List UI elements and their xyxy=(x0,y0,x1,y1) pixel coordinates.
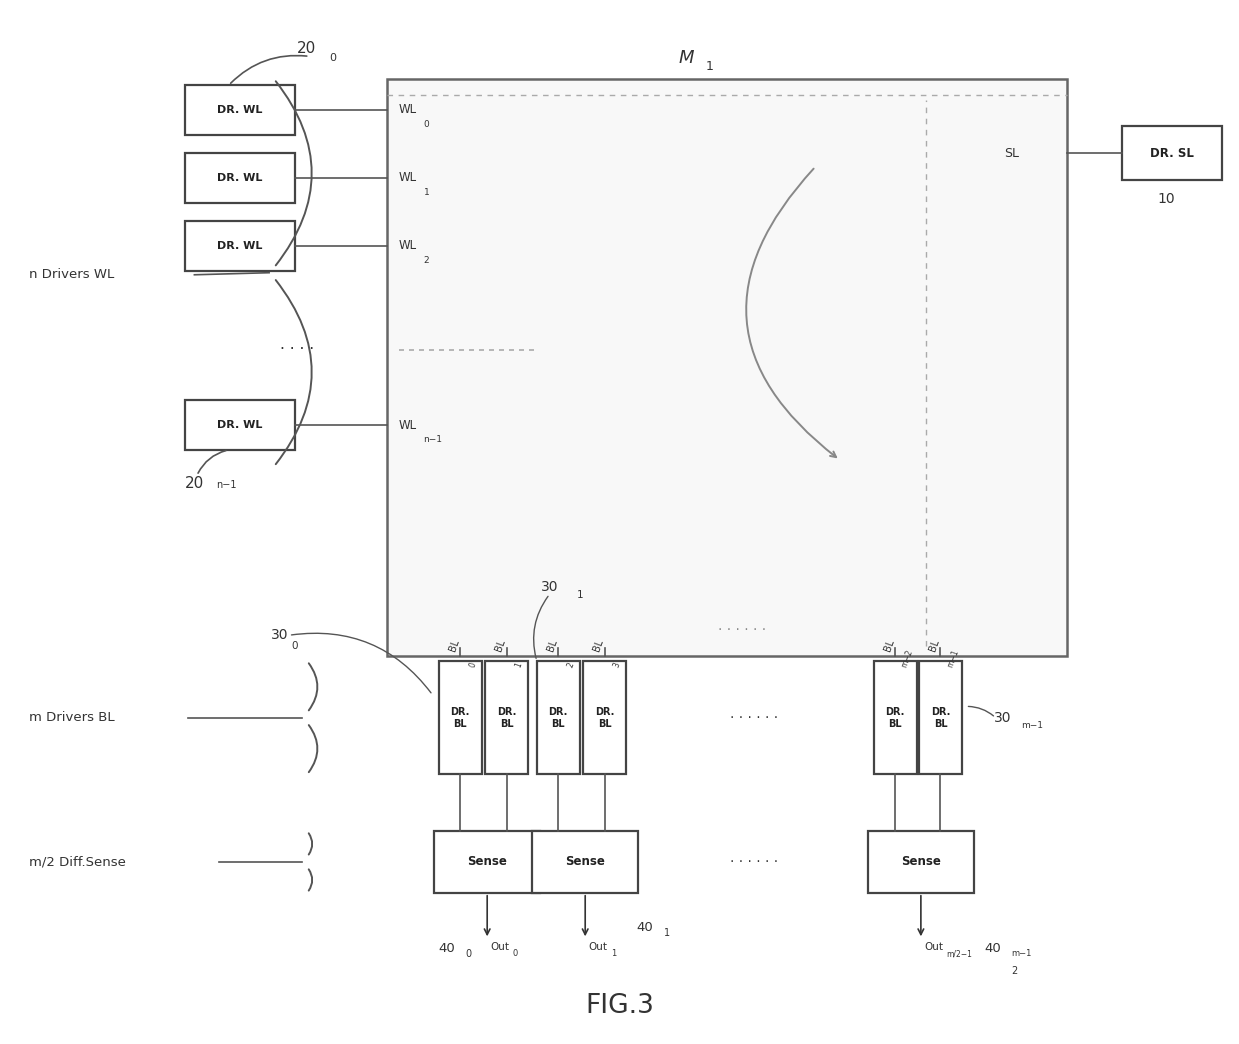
Text: DR.
BL: DR. BL xyxy=(451,707,470,729)
Text: WL: WL xyxy=(399,171,418,185)
Text: Out: Out xyxy=(924,943,944,952)
Text: 0: 0 xyxy=(330,52,336,63)
Text: · · · · · ·: · · · · · · xyxy=(730,855,778,869)
Text: 40: 40 xyxy=(637,921,653,933)
Text: 20: 20 xyxy=(185,476,204,491)
Text: DR. SL: DR. SL xyxy=(1150,147,1194,160)
Text: FIG.3: FIG.3 xyxy=(585,993,654,1019)
Text: 1: 1 xyxy=(664,928,670,938)
Text: 2: 2 xyxy=(565,661,576,668)
Text: 1: 1 xyxy=(424,188,429,197)
Text: m−2: m−2 xyxy=(900,648,914,668)
Text: BL: BL xyxy=(494,638,508,652)
Text: DR. WL: DR. WL xyxy=(217,173,263,183)
Text: n Drivers WL: n Drivers WL xyxy=(28,268,114,281)
Text: M: M xyxy=(678,49,694,68)
Text: · · · · · ·: · · · · · · xyxy=(730,711,778,725)
FancyBboxPatch shape xyxy=(1121,126,1222,180)
FancyBboxPatch shape xyxy=(185,221,295,270)
Text: BL: BL xyxy=(545,638,559,652)
FancyBboxPatch shape xyxy=(486,661,528,775)
FancyBboxPatch shape xyxy=(532,831,638,893)
Text: 30: 30 xyxy=(995,711,1012,725)
FancyBboxPatch shape xyxy=(185,153,295,203)
Text: 40: 40 xyxy=(439,943,455,955)
Text: Out: Out xyxy=(491,943,510,952)
FancyBboxPatch shape xyxy=(387,79,1067,656)
Text: Sense: Sense xyxy=(565,855,605,869)
Text: 1: 1 xyxy=(514,661,524,668)
Text: n−1: n−1 xyxy=(217,480,237,490)
Text: WL: WL xyxy=(399,419,418,431)
Text: 2: 2 xyxy=(1011,966,1017,976)
Text: 30: 30 xyxy=(271,628,289,642)
Text: 30: 30 xyxy=(541,580,559,594)
Text: DR.
BL: DR. BL xyxy=(930,707,950,729)
Text: BL: BL xyxy=(592,638,606,652)
Text: m−1: m−1 xyxy=(1021,721,1043,731)
Text: BL: BL xyxy=(882,638,896,652)
FancyBboxPatch shape xyxy=(584,661,626,775)
FancyBboxPatch shape xyxy=(536,661,580,775)
Text: 10: 10 xyxy=(1157,192,1175,207)
Text: 0: 0 xyxy=(465,949,471,959)
Text: 3: 3 xyxy=(612,661,622,668)
Text: 0: 0 xyxy=(467,661,477,668)
Text: Sense: Sense xyxy=(901,855,940,869)
Text: m−1: m−1 xyxy=(1011,949,1032,958)
Text: 0: 0 xyxy=(513,949,518,958)
Text: DR. WL: DR. WL xyxy=(217,241,263,251)
Text: SL: SL xyxy=(1004,147,1018,160)
Text: 2: 2 xyxy=(424,256,429,265)
Text: 0: 0 xyxy=(424,120,429,129)
Text: 1: 1 xyxy=(705,61,714,73)
Text: DR.
BL: DR. BL xyxy=(886,707,904,729)
Text: · · · · · ·: · · · · · · xyxy=(717,623,766,637)
Text: m/2 Diff.Sense: m/2 Diff.Sense xyxy=(28,855,126,869)
Text: BL: BL xyxy=(928,638,942,652)
Text: 40: 40 xyxy=(985,943,1001,955)
FancyBboxPatch shape xyxy=(919,661,961,775)
Text: DR.
BL: DR. BL xyxy=(497,707,517,729)
Text: BL: BL xyxy=(447,638,461,652)
FancyBboxPatch shape xyxy=(439,661,482,775)
Text: Out: Out xyxy=(589,943,608,952)
Text: m/2−1: m/2−1 xyxy=(947,949,973,958)
Text: 1: 1 xyxy=(576,590,584,600)
Text: 1: 1 xyxy=(611,949,616,958)
Text: 20: 20 xyxy=(297,42,316,56)
Text: · · · ·: · · · · xyxy=(280,342,315,357)
FancyBboxPatch shape xyxy=(434,831,540,893)
Text: WL: WL xyxy=(399,103,418,117)
FancyBboxPatch shape xyxy=(873,661,917,775)
Text: m−1: m−1 xyxy=(945,648,960,668)
Text: WL: WL xyxy=(399,239,418,253)
FancyBboxPatch shape xyxy=(185,86,295,135)
Text: DR. WL: DR. WL xyxy=(217,105,263,115)
FancyBboxPatch shape xyxy=(867,831,974,893)
Text: Sense: Sense xyxy=(467,855,507,869)
FancyBboxPatch shape xyxy=(185,401,295,450)
Text: 0: 0 xyxy=(291,641,297,650)
Text: n−1: n−1 xyxy=(424,435,442,445)
Text: m Drivers BL: m Drivers BL xyxy=(28,711,115,725)
Text: DR.
BL: DR. BL xyxy=(549,707,567,729)
Text: DR. WL: DR. WL xyxy=(217,420,263,430)
Text: DR.
BL: DR. BL xyxy=(595,707,615,729)
